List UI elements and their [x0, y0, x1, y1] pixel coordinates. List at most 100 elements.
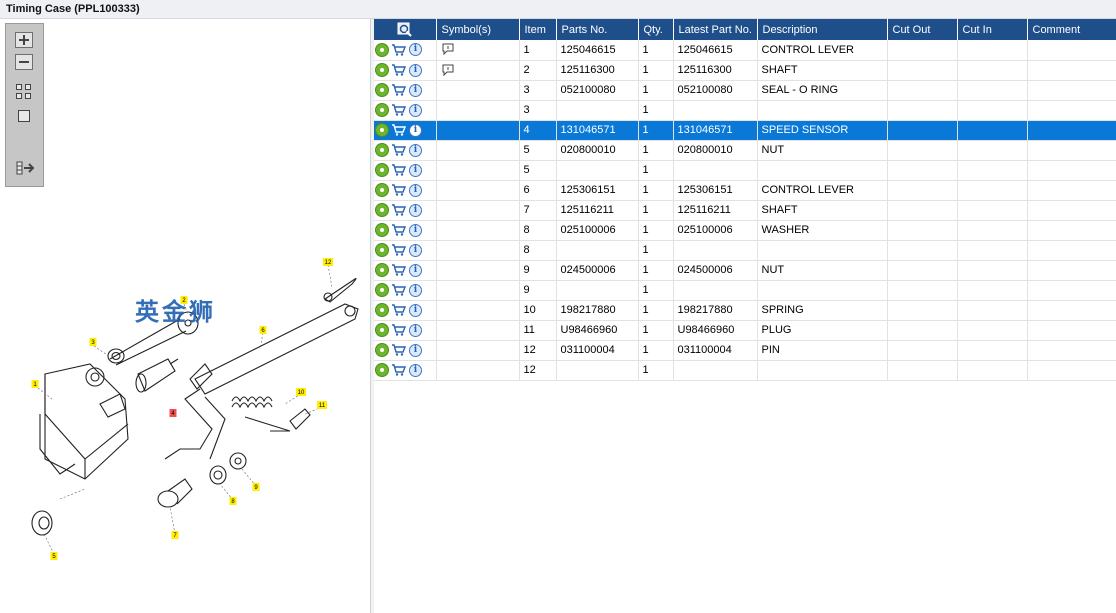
callout-badge[interactable] — [317, 401, 327, 409]
column-header-symbols[interactable]: Symbol(s) — [436, 19, 520, 40]
info-icon[interactable]: i — [409, 203, 422, 217]
gear-icon[interactable] — [376, 164, 388, 176]
list-view-button[interactable] — [16, 160, 36, 176]
table-row[interactable]: i 9 1 — [374, 280, 1116, 301]
callout-badge[interactable] — [50, 552, 58, 560]
column-header-comment[interactable]: Comment — [1027, 19, 1116, 40]
fit-all-button[interactable] — [16, 84, 32, 100]
column-header-actions[interactable] — [374, 19, 437, 40]
cart-icon[interactable] — [391, 44, 406, 56]
info-icon[interactable]: i — [409, 263, 422, 277]
column-header-parts-no[interactable]: Parts No. — [556, 19, 639, 40]
column-header-description[interactable]: Description — [757, 19, 888, 40]
table-row[interactable]: i 12 1 — [374, 360, 1116, 381]
callout-label[interactable]: 10 — [298, 390, 305, 396]
callout-label[interactable]: 9 — [254, 485, 258, 491]
cart-icon[interactable] — [391, 304, 406, 316]
cart-icon[interactable] — [391, 264, 406, 276]
gear-icon[interactable] — [376, 304, 388, 316]
gear-icon[interactable] — [376, 244, 388, 256]
gear-icon[interactable] — [376, 204, 388, 216]
cart-icon[interactable] — [391, 344, 406, 356]
cart-icon[interactable] — [391, 204, 406, 216]
part-housing[interactable] — [44, 363, 129, 480]
callout-badge[interactable] — [252, 483, 260, 491]
callout-badge[interactable] — [169, 409, 177, 417]
table-row[interactable]: i 3 052100080 1 052100080 SEAL - O RING — [374, 80, 1116, 101]
callout-label[interactable]: 5 — [52, 554, 56, 560]
cart-icon[interactable] — [391, 364, 406, 376]
zoom-in-button[interactable] — [15, 32, 33, 48]
callout-badge[interactable] — [89, 338, 97, 346]
info-icon[interactable]: i — [409, 183, 422, 197]
gear-icon[interactable] — [376, 284, 388, 296]
callout-label[interactable]: 3 — [91, 340, 95, 346]
table-row[interactable]: i 9 024500006 1 024500006 NUT — [374, 260, 1116, 281]
column-header-latest-part-no[interactable]: Latest Part No. — [673, 19, 758, 40]
cart-icon[interactable] — [391, 84, 406, 96]
callout-label[interactable]: 11 — [319, 403, 326, 409]
cart-icon[interactable] — [391, 164, 406, 176]
info-icon[interactable]: i — [409, 43, 422, 57]
table-row[interactable]: i 1 125046615 1 125046615 CONTROL LEVER — [374, 40, 1116, 61]
callout-badge[interactable] — [296, 388, 306, 396]
callout-badge[interactable] — [259, 326, 267, 334]
callout-label[interactable]: 4 — [171, 411, 175, 417]
fit-window-button[interactable] — [16, 108, 32, 124]
gear-icon[interactable] — [376, 144, 388, 156]
callout-badge[interactable] — [31, 380, 39, 388]
callout-label[interactable]: 1 — [33, 382, 37, 388]
table-row[interactable]: i 12 031100004 1 031100004 PIN — [374, 340, 1116, 361]
callout-badge[interactable] — [171, 531, 179, 539]
info-icon[interactable]: i — [409, 83, 422, 97]
table-row[interactable]: i 8 1 — [374, 240, 1116, 261]
info-icon[interactable]: i — [409, 63, 422, 77]
cart-icon[interactable] — [391, 104, 406, 116]
table-row[interactable]: i 2 125116300 1 125116300 SHAFT — [374, 60, 1116, 81]
gear-icon[interactable] — [376, 324, 388, 336]
info-icon[interactable]: i — [409, 303, 422, 317]
callout-badge[interactable] — [323, 258, 333, 266]
table-row[interactable]: i 4 131046571 1 131046571 SPEED SENSOR — [374, 120, 1116, 141]
info-icon[interactable]: i — [409, 283, 422, 297]
gear-icon[interactable] — [376, 64, 388, 76]
part-speed-sensor[interactable] — [137, 358, 176, 392]
note-bubble-icon[interactable] — [441, 64, 455, 77]
cart-icon[interactable] — [391, 184, 406, 196]
table-row[interactable]: i 8 025100006 1 025100006 WASHER — [374, 220, 1116, 241]
table-row[interactable]: i 5 020800010 1 020800010 NUT — [374, 140, 1116, 161]
gear-icon[interactable] — [376, 344, 388, 356]
table-row[interactable]: i 10 198217880 1 198217880 SPRING — [374, 300, 1116, 321]
callout-label[interactable]: 6 — [261, 328, 265, 334]
callout-badge[interactable] — [180, 296, 188, 304]
diagram-pane[interactable]: 1 2 3 4 5 6 7 8 9 10 11 12 英金狮 — [0, 19, 371, 613]
zoom-out-button[interactable] — [15, 54, 33, 70]
info-icon[interactable]: i — [409, 123, 422, 137]
callout-badge[interactable] — [229, 497, 237, 505]
gear-icon[interactable] — [376, 43, 388, 56]
gear-icon[interactable] — [376, 84, 388, 96]
callout-label[interactable]: 2 — [182, 298, 186, 304]
table-row[interactable]: i 11 U98466960 1 U98466960 PLUG — [374, 320, 1116, 341]
table-row[interactable]: i 7 125116211 1 125116211 SHAFT — [374, 200, 1116, 221]
gear-icon[interactable] — [376, 104, 388, 116]
info-icon[interactable]: i — [409, 363, 422, 377]
note-bubble-icon[interactable] — [441, 43, 455, 56]
column-header-item[interactable]: Item — [519, 19, 557, 40]
callout-label[interactable]: 12 — [325, 260, 332, 266]
info-icon[interactable]: i — [409, 343, 422, 357]
cart-icon[interactable] — [391, 324, 406, 336]
gear-icon[interactable] — [376, 124, 388, 136]
table-row[interactable]: i 5 1 — [374, 160, 1116, 181]
info-icon[interactable]: i — [409, 243, 422, 257]
info-icon[interactable]: i — [409, 223, 422, 237]
column-header-cut-in[interactable]: Cut In — [957, 19, 1028, 40]
gear-icon[interactable] — [376, 224, 388, 236]
gear-icon[interactable] — [376, 364, 388, 376]
cart-icon[interactable] — [391, 244, 406, 256]
cart-icon[interactable] — [391, 224, 406, 236]
callout-label[interactable]: 8 — [231, 499, 235, 505]
gear-icon[interactable] — [376, 184, 388, 196]
cart-icon[interactable] — [391, 64, 406, 76]
cart-icon[interactable] — [391, 284, 406, 296]
